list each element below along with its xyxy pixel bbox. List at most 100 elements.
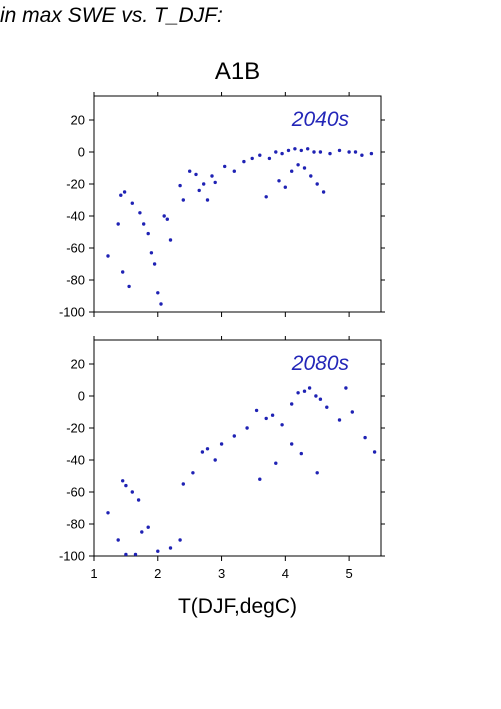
data-point <box>181 482 185 486</box>
y-tick-label: -40 <box>66 209 85 224</box>
data-point <box>156 549 160 553</box>
data-point <box>194 172 198 177</box>
data-point <box>299 451 303 456</box>
data-point <box>121 479 125 483</box>
data-point <box>314 394 318 398</box>
data-point <box>124 552 128 557</box>
y-tick-label: -60 <box>66 485 85 500</box>
panel-label: 2080s <box>291 352 350 375</box>
data-point <box>122 190 127 194</box>
data-point <box>127 284 131 289</box>
data-point <box>205 198 210 202</box>
data-point <box>213 458 217 462</box>
data-point <box>360 153 364 157</box>
data-point <box>296 391 300 395</box>
data-point <box>245 426 249 430</box>
data-point <box>277 179 281 183</box>
y-tick-label: 20 <box>71 113 85 128</box>
data-point <box>188 169 192 173</box>
data-point <box>315 182 319 186</box>
data-point <box>318 397 323 401</box>
data-point <box>210 174 214 178</box>
data-point <box>152 262 157 266</box>
data-point <box>146 525 150 529</box>
x-tick-label: 5 <box>345 566 352 581</box>
data-point <box>136 498 141 502</box>
data-point <box>202 182 206 186</box>
data-point <box>344 386 348 390</box>
panel-2040s: 20 0 -20 -40 -60 -80 -100 2040s <box>59 92 385 320</box>
data-point <box>267 156 272 161</box>
x-axis-label: T(DJF,degC) <box>178 595 297 618</box>
data-point <box>213 180 217 185</box>
data-point <box>138 211 142 215</box>
data-point <box>232 434 236 438</box>
data-point <box>321 190 326 194</box>
data-point <box>353 150 358 154</box>
panel-label: 2040s <box>291 108 350 131</box>
data-point <box>296 163 300 167</box>
data-point <box>264 195 268 199</box>
data-point <box>191 471 195 475</box>
data-point <box>181 198 185 202</box>
data-point <box>283 185 287 189</box>
data-point <box>280 423 284 427</box>
y-tick-label: -80 <box>66 517 85 532</box>
data-point <box>178 183 182 188</box>
data-point <box>159 302 163 306</box>
data-point <box>290 169 294 173</box>
data-point <box>232 169 236 173</box>
data-point <box>302 166 307 170</box>
y-tick-label: -100 <box>59 549 85 564</box>
data-point <box>347 150 351 154</box>
data-point <box>106 254 110 258</box>
data-point <box>258 153 262 157</box>
data-point <box>274 150 278 154</box>
data-point <box>274 461 278 465</box>
data-point <box>293 147 297 151</box>
data-point <box>280 151 284 156</box>
scenario-title: A1B <box>214 58 261 85</box>
data-point <box>299 148 303 153</box>
data-point <box>219 442 224 446</box>
data-point <box>121 270 125 274</box>
data-point <box>223 164 227 169</box>
data-point <box>312 150 316 154</box>
data-point <box>315 471 319 475</box>
data-point <box>369 151 374 156</box>
y-tick-label: -100 <box>59 305 85 320</box>
data-point <box>168 546 173 550</box>
figure-title: in max SWE vs. T_DJF: <box>0 4 223 27</box>
data-point <box>130 201 134 205</box>
data-point <box>350 410 354 414</box>
data-point <box>309 174 313 178</box>
data-point <box>156 291 160 295</box>
data-point <box>133 552 138 557</box>
y-tick-label: -40 <box>66 453 85 468</box>
data-point <box>142 222 146 226</box>
x-tick-label: 3 <box>218 566 225 581</box>
y-tick-label: 0 <box>78 389 85 404</box>
x-tick-label: 1 <box>90 566 97 581</box>
data-point <box>116 538 120 542</box>
x-tick-label: 2 <box>154 566 161 581</box>
data-point <box>205 447 210 451</box>
data-point <box>146 231 150 236</box>
y-tick-label: -80 <box>66 273 85 288</box>
data-point <box>306 147 310 151</box>
data-point <box>200 450 205 454</box>
data-point <box>149 251 154 255</box>
data-point <box>286 148 291 153</box>
data-point <box>119 193 123 197</box>
data-point <box>337 148 342 153</box>
data-point <box>307 386 312 390</box>
data-point <box>290 402 294 406</box>
data-point <box>130 490 134 494</box>
data-point <box>116 222 120 226</box>
x-tick-label: 4 <box>282 566 289 581</box>
data-point <box>363 435 367 440</box>
panel-2080s: 20 0 -20 -40 -60 -80 -100 1 2 3 4 5 2080s T(DJF,degC) <box>59 336 385 618</box>
data-point <box>318 150 323 154</box>
data-point <box>290 442 294 446</box>
